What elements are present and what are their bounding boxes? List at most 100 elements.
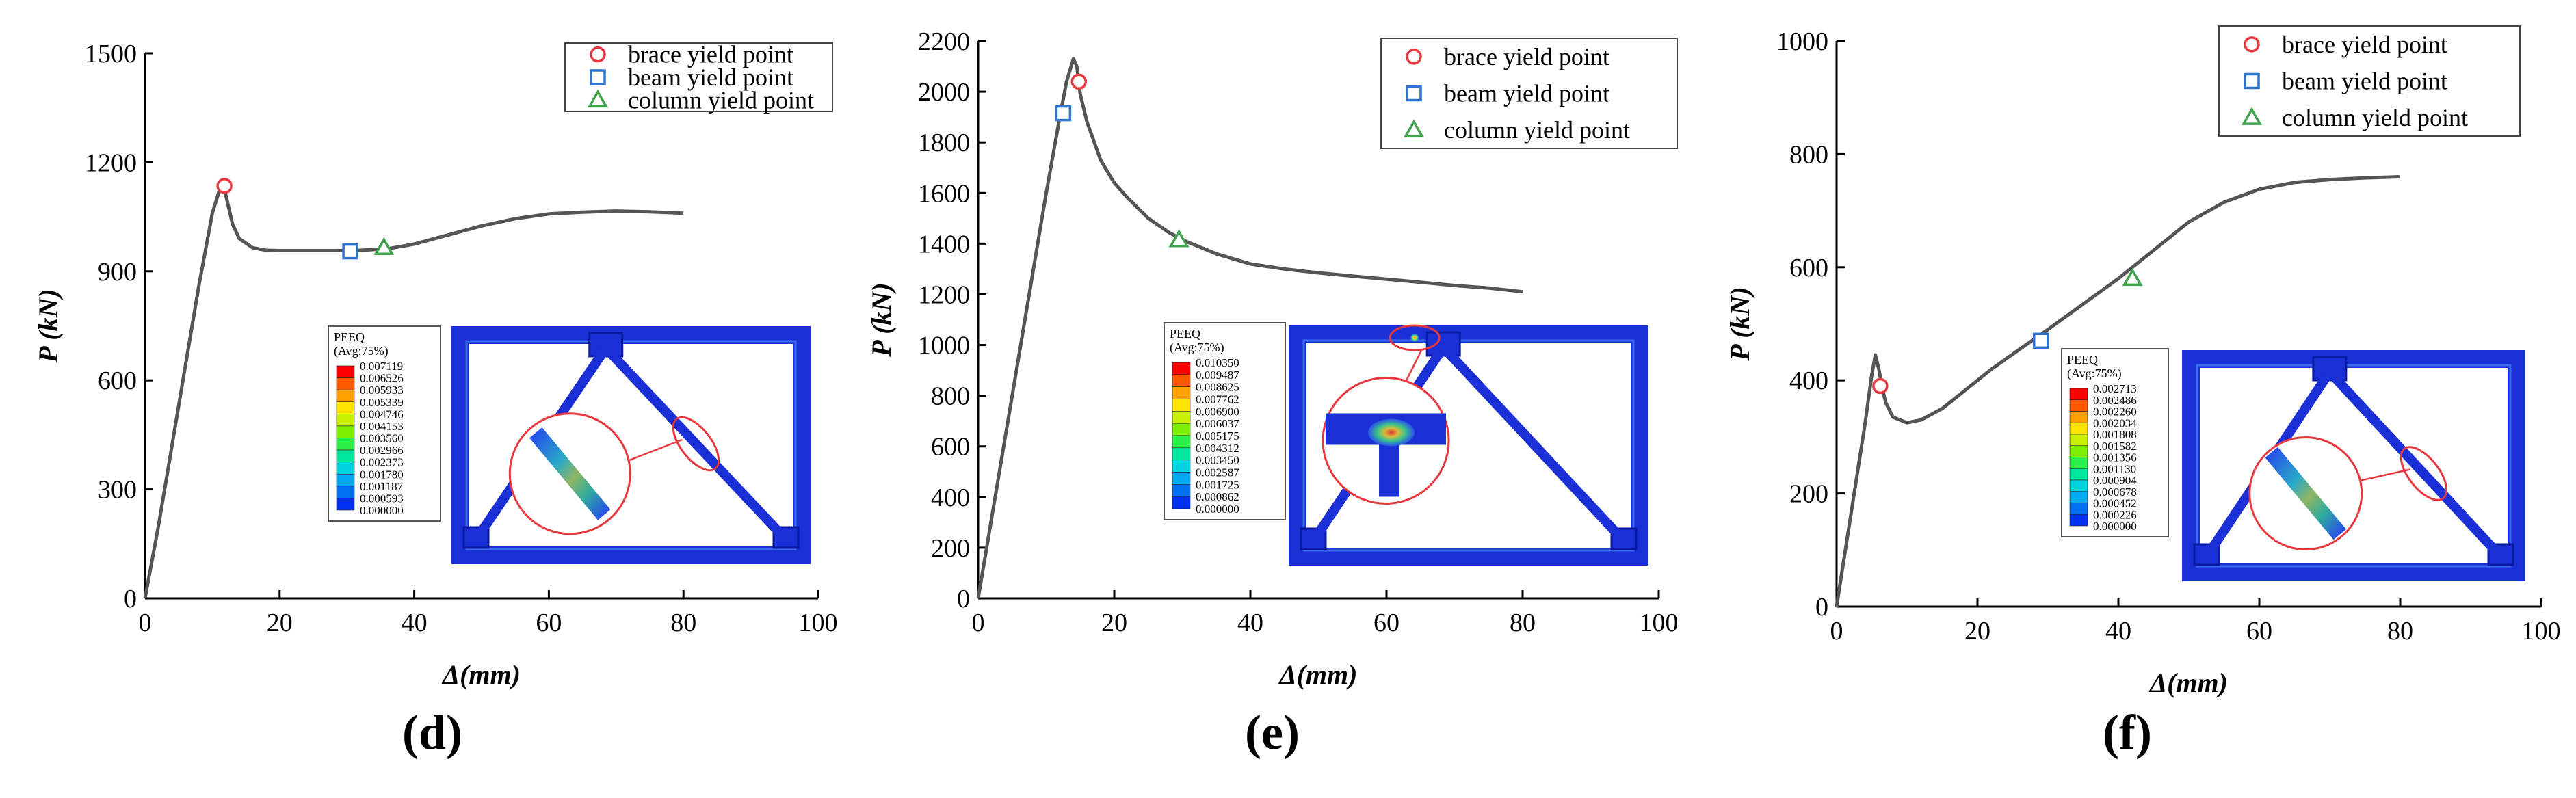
- panel-label: (e): [1245, 705, 1300, 760]
- y-tick-label: 600: [931, 433, 970, 462]
- zoom-brace-segment: [529, 427, 611, 520]
- colorbar-subtitle: (Avg:75%): [2067, 367, 2122, 381]
- legend-box: [1380, 38, 1678, 149]
- legend-brace-marker: [1406, 49, 1422, 65]
- y-tick-label: 800: [1789, 140, 1828, 169]
- colorbar-swatch: [1172, 374, 1191, 387]
- colorbar-level-label: 0.001808: [2093, 428, 2137, 441]
- zoom-brace-segment: [2265, 447, 2346, 540]
- colorbar-swatch: [2069, 479, 2088, 492]
- legend-brace-marker: [2244, 36, 2260, 53]
- brace-yield-point-marker: [216, 178, 233, 194]
- legend: brace yield point beam yield point column …: [1380, 38, 1678, 149]
- colorbar-level-label: 0.002373: [360, 456, 404, 469]
- colorbar-level-label: 0.003560: [360, 432, 404, 445]
- frame-inner-edge: [1302, 339, 1635, 552]
- x-tick-label: 0: [139, 609, 152, 637]
- colorbar-level-label: 0.000904: [2093, 474, 2137, 487]
- colorbar-level-label: 0.006526: [360, 372, 404, 385]
- colorbar-level-label: 0.000593: [360, 492, 404, 505]
- x-tick-label: 20: [1964, 617, 1990, 646]
- colorbar-swatch: [336, 473, 355, 487]
- legend-entry-label: beam yield point: [1444, 80, 1609, 107]
- chart-panel-d: 0 20 40 60 80 100 0 300 600 900 1200 1500 Δ(mm) P (kN…: [33, 40, 838, 760]
- colorbar-swatch: [1172, 423, 1191, 436]
- colorbar-swatch: [336, 401, 355, 414]
- legend-entry-label: beam yield point: [2282, 68, 2447, 95]
- frame-inner-edge: [465, 340, 797, 550]
- colorbar-swatch: [1172, 447, 1191, 460]
- colorbar-subtitle: (Avg:75%): [334, 344, 389, 358]
- colorbar-swatch: [1172, 362, 1191, 375]
- legend-entry-label: beam yield point: [628, 64, 793, 91]
- column-yield-point-marker: [373, 237, 395, 256]
- y-axis-title: P (kN): [866, 282, 897, 357]
- brace-right: [1438, 343, 1629, 546]
- zoom-brace-shade: [529, 427, 611, 520]
- brace-yield-point-marker: [1872, 377, 1889, 395]
- x-tick-label: 80: [1510, 609, 1536, 637]
- colorbar-level-label: 0.007762: [1196, 393, 1239, 406]
- fe-contour-inset: PEEQ(Avg:75%)0.0103500.0094870.0086250.0…: [1164, 322, 1648, 566]
- legend-entry-label: brace yield point: [628, 41, 793, 68]
- panel-label: (d): [402, 705, 462, 760]
- frame-inner-edge: [2196, 364, 2512, 568]
- y-tick-label: 1400: [918, 230, 970, 258]
- legend-box: [564, 42, 833, 112]
- legend-entry-label: column yield point: [1444, 116, 1630, 144]
- colorbar-level-label: 0.000226: [2093, 508, 2137, 521]
- colorbar-level-label: 0.000000: [1196, 503, 1239, 516]
- colorbar-swatch: [2069, 491, 2088, 503]
- colorbar-level-label: 0.001356: [2093, 451, 2137, 464]
- y-tick-label: 1600: [918, 179, 970, 208]
- y-tick-label: 200: [1789, 480, 1828, 509]
- x-tick-label: 40: [1237, 609, 1263, 637]
- y-tick-label: 1000: [918, 332, 970, 360]
- legend-brace-marker: [590, 46, 606, 63]
- y-tick-label: 400: [931, 483, 970, 512]
- colorbar-swatch: [2069, 399, 2088, 412]
- zoom-web: [1379, 444, 1400, 497]
- colorbar-swatch: [2069, 503, 2088, 515]
- colorbar-level-label: 0.000000: [360, 504, 404, 517]
- legend-box: [2218, 25, 2521, 137]
- legend-beam-marker: [2244, 72, 2260, 90]
- colorbar-level-label: 0.001187: [360, 480, 404, 493]
- column-yield-point-marker: [1168, 229, 1190, 248]
- colorbar-level-label: 0.004312: [1196, 442, 1239, 455]
- colorbar-swatch: [336, 449, 355, 462]
- colorbar-swatch: [2069, 434, 2088, 447]
- x-tick-label: 0: [1830, 617, 1843, 646]
- y-tick-label: 400: [1789, 367, 1828, 395]
- colorbar-level-label: 0.006900: [1196, 405, 1239, 418]
- colorbar-swatch: [1172, 496, 1191, 509]
- colorbar-level-label: 0.002486: [2093, 394, 2137, 407]
- chart-panel-e: 0 20 40 60 80 1000200400600800100012001400160…: [866, 27, 1679, 760]
- y-tick-label: 1800: [918, 129, 970, 157]
- colorbar-swatch: [336, 486, 355, 498]
- legend-entry-label: brace yield point: [2282, 31, 2447, 58]
- x-tick-label: 40: [2105, 617, 2131, 646]
- colorbar-swatch: [336, 425, 355, 438]
- colorbar-swatch: [1172, 399, 1191, 412]
- x-tick-label: 100: [1640, 609, 1679, 637]
- colorbar-level-label: 0.002260: [2093, 405, 2137, 418]
- colorbar-level-label: 0.000678: [2093, 486, 2137, 498]
- x-tick-label: 0: [972, 609, 985, 637]
- colorbar-swatch: [336, 365, 355, 378]
- legend-entry-label: brace yield point: [1444, 43, 1609, 70]
- y-tick-label: 1000: [1776, 27, 1828, 56]
- x-axis-title: Δ(mm): [441, 659, 521, 690]
- colorbar-subtitle: (Avg:75%): [1170, 341, 1224, 355]
- colorbar-level-label: 0.001780: [360, 468, 404, 481]
- colorbar-level-label: 0.005175: [1196, 429, 1239, 442]
- load-displacement-curve: [1835, 175, 2401, 607]
- colorbar-swatch: [1172, 411, 1191, 424]
- colorbar-level-label: 0.010350: [1196, 356, 1239, 369]
- brace-right: [2324, 367, 2506, 561]
- fe-contour-inset: PEEQ(Avg:75%)0.0027130.0024860.0022600.0…: [2061, 348, 2525, 581]
